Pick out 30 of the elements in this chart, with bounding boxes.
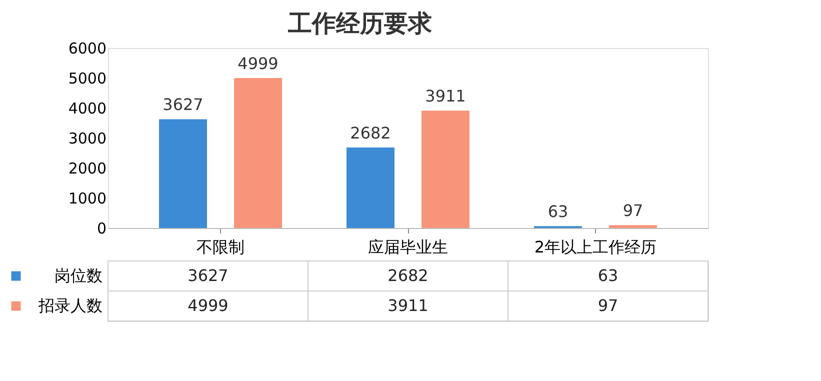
text: 3911 <box>425 86 466 106</box>
y-tick-label: 2000 <box>68 160 106 178</box>
y-tick-label: 5000 <box>68 70 106 88</box>
y-tick-label: 3000 <box>68 130 106 148</box>
text: 63 <box>548 202 568 222</box>
bar <box>159 119 207 228</box>
legend-label: 招录人数 <box>38 296 102 315</box>
legend-label: 岗位数 <box>54 266 102 285</box>
text: 4999 <box>238 54 278 74</box>
bar <box>346 148 394 228</box>
x-tick-label: 2年以上工作经历 <box>534 238 657 256</box>
bar <box>609 225 657 228</box>
text: 3627 <box>162 95 204 114</box>
data-label: 4999 <box>188 296 228 315</box>
text: 2682 <box>350 124 391 143</box>
x-tick-label: 不限制 <box>196 238 244 256</box>
data-label: 2682 <box>388 266 428 285</box>
y-tick-label: 4000 <box>68 100 106 118</box>
bar <box>422 110 470 228</box>
x-tick-label: 应届毕业生 <box>368 238 448 256</box>
y-tick-label: 1000 <box>68 190 106 208</box>
bar <box>234 78 282 228</box>
text: 97 <box>622 201 644 220</box>
data-label: 3911 <box>388 296 428 315</box>
data-label: 3627 <box>188 266 228 285</box>
y-tick-label: 6000 <box>68 40 106 58</box>
y-tick-label: 0 <box>96 220 106 238</box>
data-label: 97 <box>598 296 618 315</box>
data-label: 63 <box>598 266 618 285</box>
chart-title: 工作经历要求 <box>286 10 433 38</box>
